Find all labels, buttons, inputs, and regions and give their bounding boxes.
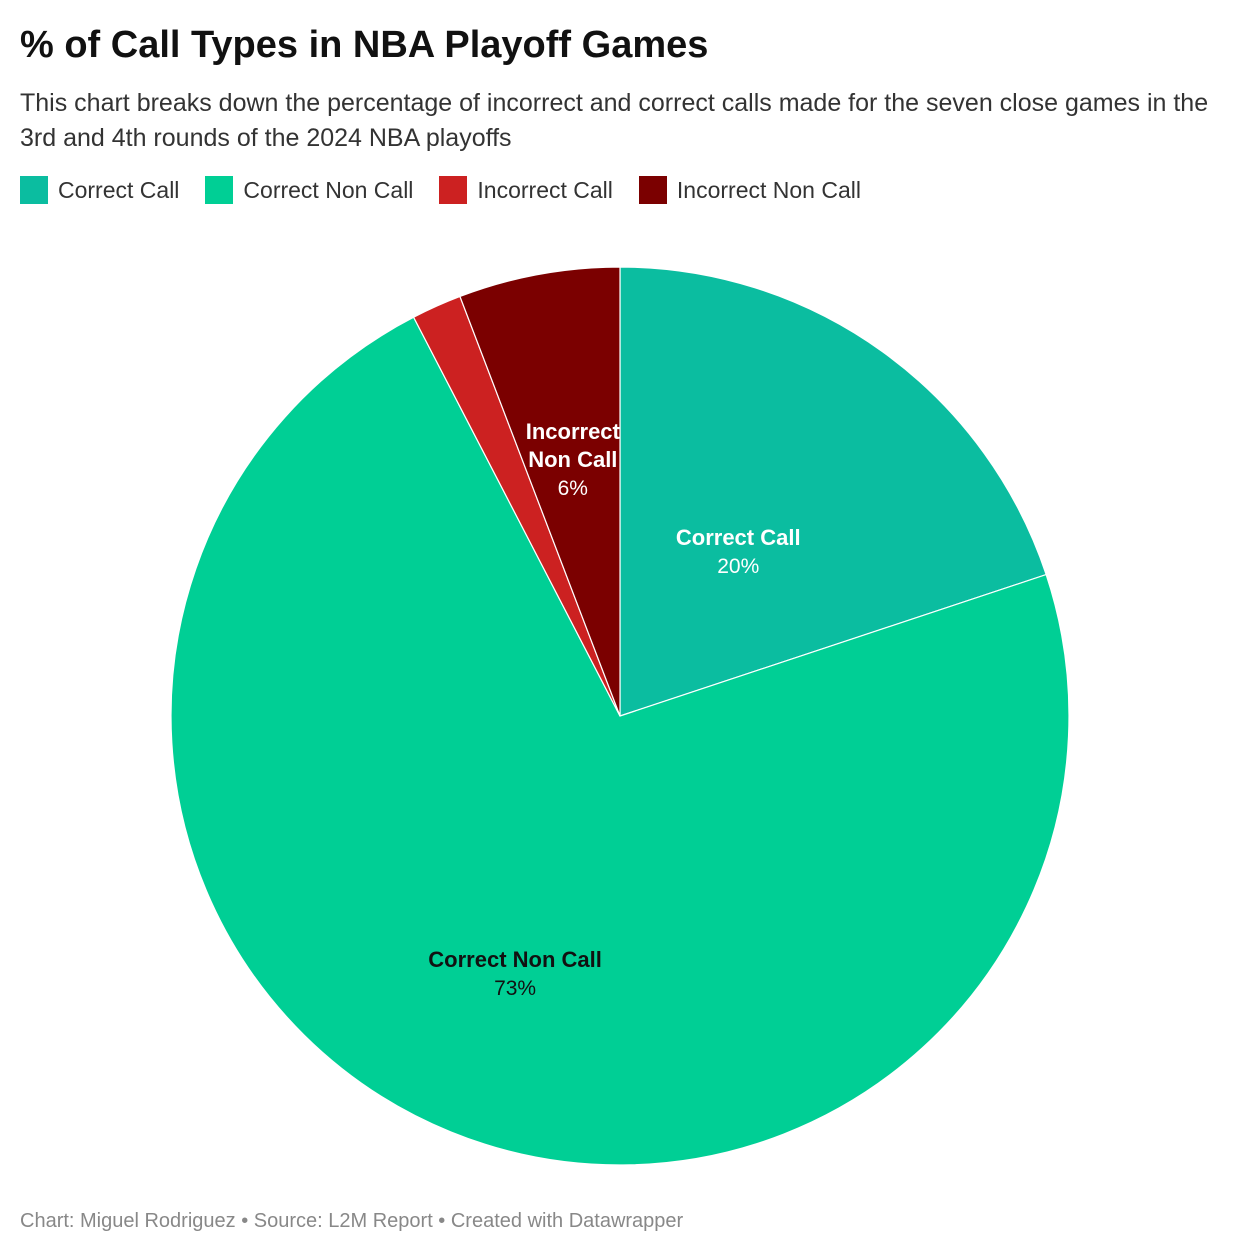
- legend-item-incorrect-non-call: Incorrect Non Call: [638, 176, 861, 204]
- legend-item-incorrect-call: Incorrect Call: [439, 176, 613, 204]
- chart-title: % of Call Types in NBA Playoff Games: [20, 24, 709, 66]
- slice-label-value: 6%: [558, 477, 588, 500]
- chart-header: % of Call Types in NBA Playoff Games Thi…: [20, 22, 1220, 156]
- pie-slice-correct-non-call: [170, 316, 1070, 1166]
- slice-label-group: Incorrect Non Call 6%: [526, 419, 621, 500]
- slice-label-group: Correct Non Call 73%: [428, 947, 602, 1000]
- chart-footer: Chart: Miguel Rodriguez • Source: L2M Re…: [20, 1210, 684, 1232]
- slice-label-name: Correct Call: [676, 525, 801, 550]
- legend-swatch: [439, 176, 468, 204]
- legend-item-correct-call: Correct Call: [20, 176, 179, 204]
- legend-label: Incorrect Non Call: [676, 176, 861, 203]
- legend-label: Correct Non Call: [243, 176, 414, 203]
- slice-label-value: 73%: [494, 977, 536, 1000]
- slice-label-value: 20%: [717, 555, 759, 578]
- chart-subtitle: This chart breaks down the percentage of…: [20, 89, 1209, 152]
- slice-label-name: Correct Non Call: [428, 947, 602, 972]
- legend-swatch: [638, 176, 667, 204]
- slice-label-group: Correct Call 20%: [676, 525, 801, 578]
- legend-swatch: [205, 176, 234, 204]
- pie-slice-incorrect-non-call: [459, 266, 621, 717]
- legend-label: Incorrect Call: [477, 176, 613, 203]
- pie-slice-correct-call: [619, 266, 1047, 717]
- slice-label-name: Incorrect: [526, 419, 621, 444]
- slice-label-name: Non Call: [528, 447, 617, 472]
- legend-item-correct-non-call: Correct Non Call: [205, 176, 413, 204]
- chart-legend: Correct Call Correct Non Call Incorrect …: [20, 176, 887, 204]
- legend-label: Correct Call: [58, 176, 180, 203]
- legend-swatch: [20, 176, 48, 204]
